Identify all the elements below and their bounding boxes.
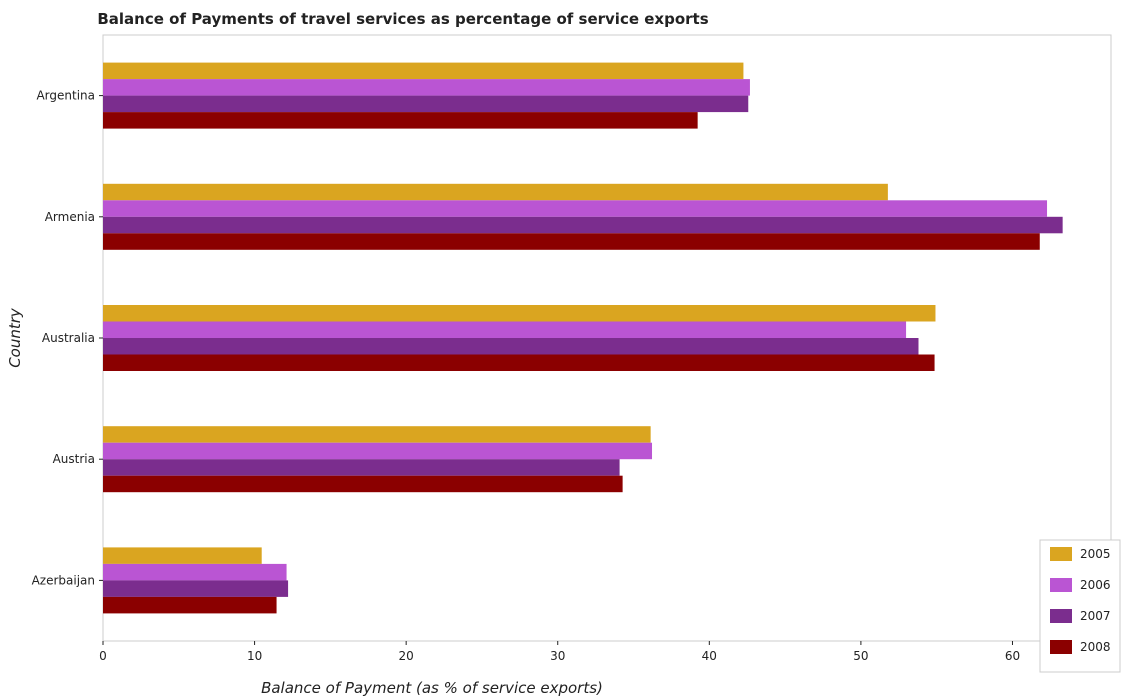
- x-tick-label: 50: [853, 649, 868, 663]
- y-tick-label-austria: Austria: [53, 452, 95, 466]
- bar-austria-2006: [103, 442, 653, 460]
- x-tick-labels: 0 10 20 30 40 50 60: [99, 641, 1020, 663]
- bar-argentina-2006: [103, 79, 750, 96]
- legend-label-2008: 2008: [1080, 640, 1111, 654]
- legend-swatch-2007: [1050, 609, 1072, 623]
- y-tick-labels: Argentina Armenia Australia Austria Azerbaij…: [32, 89, 103, 587]
- x-tick-label: 60: [1005, 649, 1020, 663]
- bar-argentina-2007: [103, 95, 749, 113]
- bar-austria-2007: [103, 459, 620, 476]
- x-tick-label: 0: [99, 649, 107, 663]
- bar-armenia-2005: [103, 183, 888, 201]
- bar-australia-2006: [103, 321, 907, 338]
- x-axis-label: Balance of Payment (as % of service expo…: [261, 679, 603, 697]
- legend-label-2007: 2007: [1080, 609, 1111, 623]
- bar-azerbaijan-2006: [103, 563, 287, 581]
- bar-austria-2005: [103, 426, 651, 443]
- x-tick-label: 20: [399, 649, 414, 663]
- bars-layer: [103, 62, 1063, 614]
- bar-argentina-2008: [103, 112, 698, 129]
- bar-armenia-2006: [103, 200, 1048, 217]
- bar-austria-2008: [103, 475, 623, 493]
- bar-australia-2008: [103, 354, 935, 371]
- y-tick-label-armenia: Armenia: [45, 210, 95, 224]
- bar-australia-2005: [103, 305, 936, 322]
- legend-swatch-2008: [1050, 640, 1072, 654]
- x-tick-label: 10: [247, 649, 262, 663]
- bar-azerbaijan-2008: [103, 596, 277, 614]
- bar-argentina-2005: [103, 62, 744, 80]
- y-axis-label: Country: [6, 307, 24, 368]
- chart-title: Balance of Payments of travel services a…: [97, 10, 708, 28]
- bar-australia-2007: [103, 338, 919, 355]
- bar-azerbaijan-2005: [103, 547, 262, 564]
- x-tick-label: 40: [702, 649, 717, 663]
- legend-swatch-2006: [1050, 578, 1072, 592]
- y-tick-label-australia: Australia: [42, 331, 95, 345]
- x-tick-label: 30: [550, 649, 565, 663]
- legend-swatch-2005: [1050, 547, 1072, 561]
- bar-armenia-2008: [103, 233, 1040, 250]
- legend-label-2005: 2005: [1080, 547, 1111, 561]
- legend-box: [1039, 539, 1121, 673]
- bar-armenia-2007: [103, 216, 1063, 234]
- y-tick-label-argentina: Argentina: [36, 89, 95, 103]
- legend-label-2006: 2006: [1080, 578, 1111, 592]
- legend: 2005 2006 2007 2008: [1039, 539, 1121, 673]
- bar-azerbaijan-2007: [103, 580, 289, 597]
- y-tick-label-azerbaijan: Azerbaijan: [32, 573, 95, 587]
